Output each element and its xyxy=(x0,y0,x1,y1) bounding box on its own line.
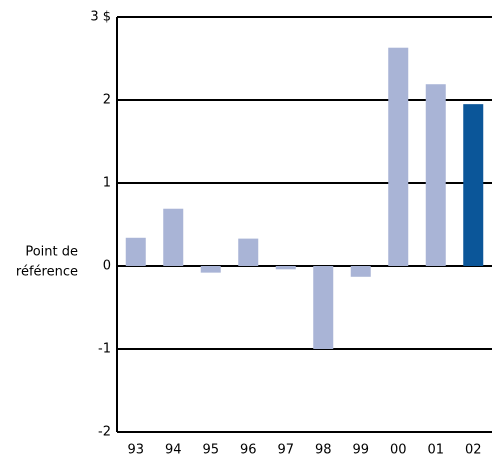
x-tick-label: 93 xyxy=(127,443,144,458)
bar xyxy=(163,208,184,266)
bar xyxy=(388,47,409,267)
x-tick-label: 02 xyxy=(465,443,482,458)
bar xyxy=(238,238,259,266)
x-tick-label: 95 xyxy=(202,443,219,458)
bar xyxy=(463,104,484,267)
annotation: référence xyxy=(16,265,78,280)
y-tick-label: 3 $ xyxy=(90,10,111,25)
y-tick-label: 2 xyxy=(103,93,111,108)
annotation: Point de xyxy=(25,245,78,260)
y-tick-label: 1 xyxy=(103,176,111,191)
x-tick-label: 01 xyxy=(427,443,444,458)
bar xyxy=(275,266,296,270)
x-tick-label: 94 xyxy=(165,443,182,458)
bar xyxy=(313,266,334,349)
bar xyxy=(350,266,371,277)
y-tick-label: -1 xyxy=(98,342,111,357)
y-tick-label: -2 xyxy=(98,425,111,440)
x-tick-label: 99 xyxy=(352,443,369,458)
x-tick-label: 97 xyxy=(277,443,294,458)
x-tick-label: 96 xyxy=(240,443,257,458)
bar xyxy=(425,84,446,266)
bar xyxy=(200,266,221,273)
x-tick-label: 00 xyxy=(390,443,407,458)
x-tick-label: 98 xyxy=(315,443,332,458)
bar xyxy=(125,237,146,266)
y-tick-label: 0 xyxy=(103,259,111,274)
